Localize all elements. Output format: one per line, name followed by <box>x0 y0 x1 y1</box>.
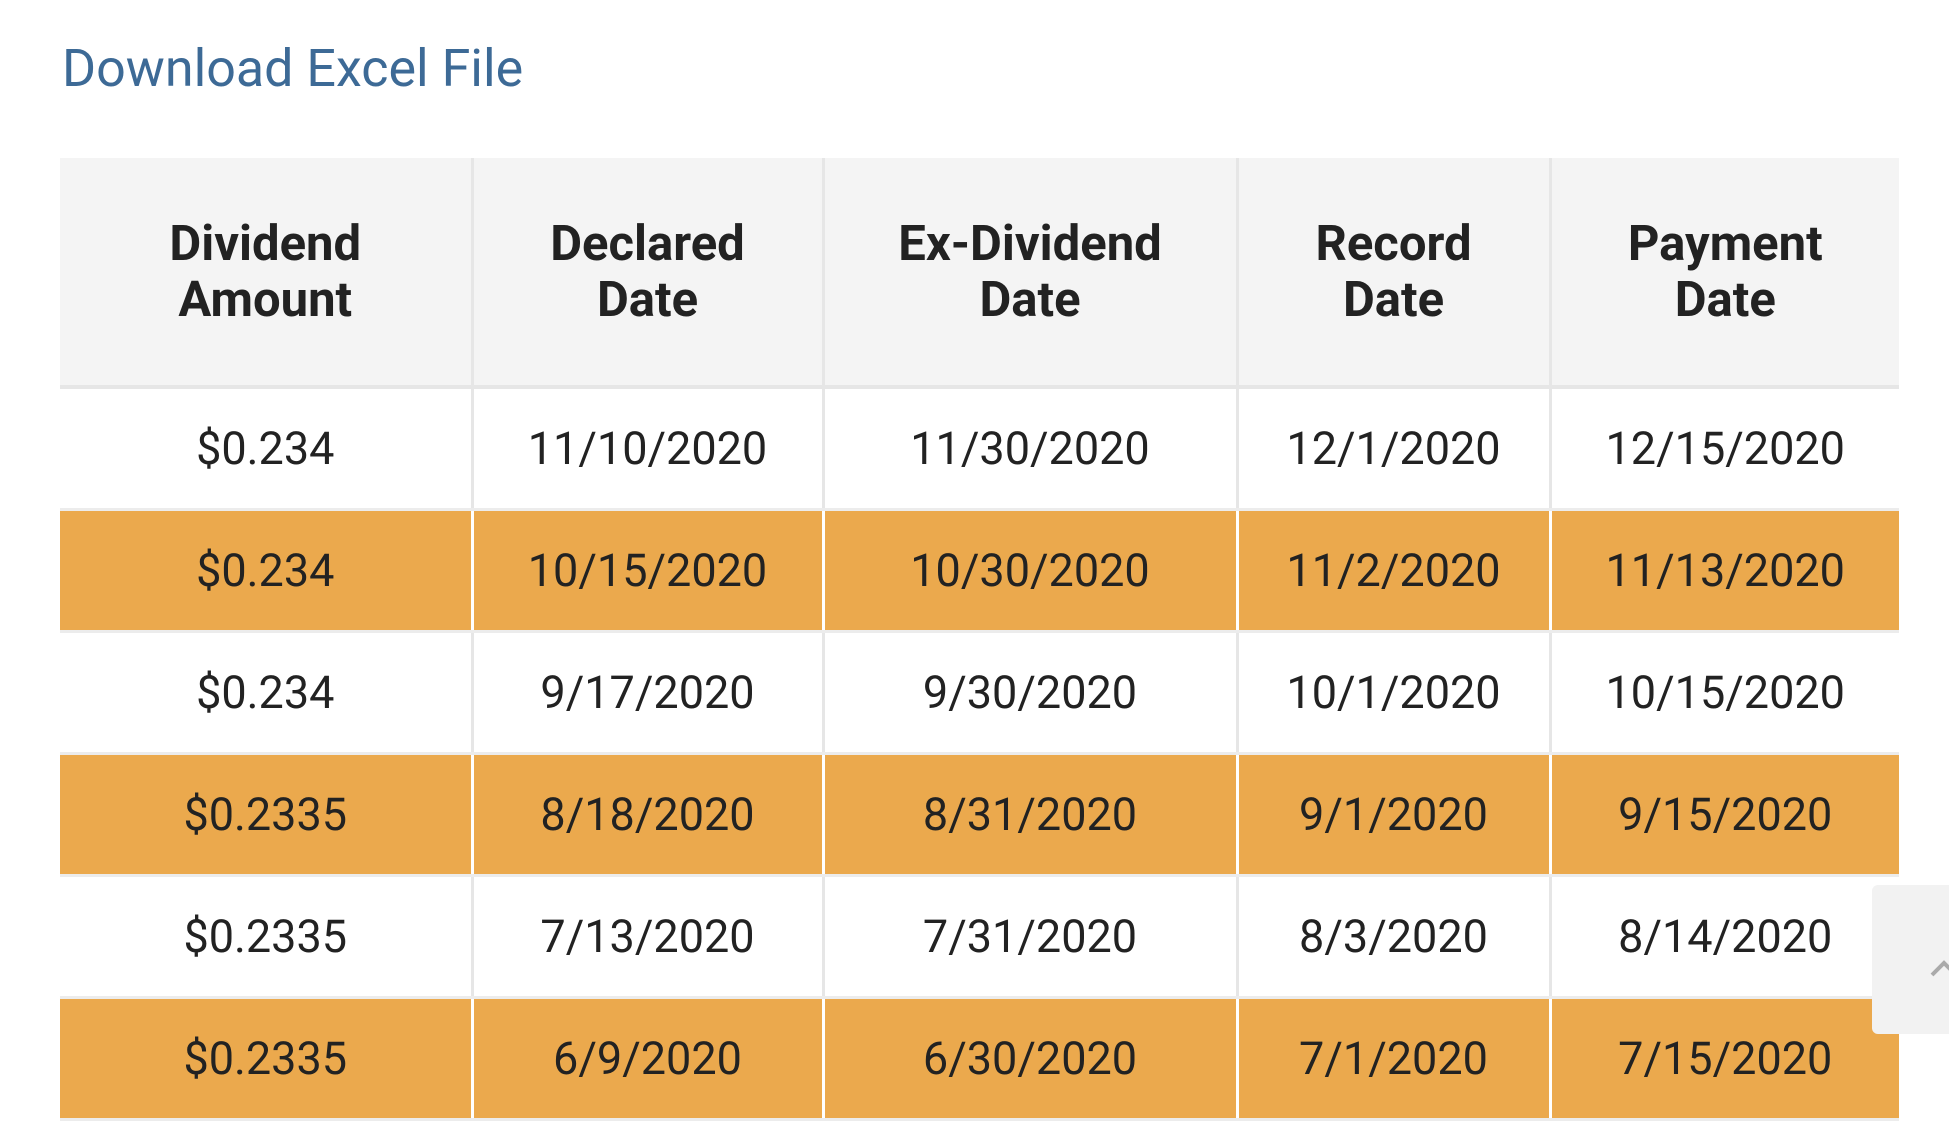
table-cell: 9/1/2020 <box>1235 753 1552 877</box>
table-cell: 8/14/2020 <box>1548 875 1899 999</box>
header-cell: Dividend Amount <box>60 158 474 389</box>
table-cell: 11/2/2020 <box>1235 509 1552 633</box>
header-line: Date <box>1342 270 1445 328</box>
table-cell: 6/30/2020 <box>821 997 1239 1121</box>
header-line: Ex-Dividend <box>898 214 1162 272</box>
table-cell: 6/9/2020 <box>470 997 825 1121</box>
header-line: Date <box>1674 270 1776 328</box>
header-line: Amount <box>178 270 353 328</box>
header-row: Dividend Amount Declared Date Ex-Dividend Dat… <box>60 158 1899 389</box>
table-cell: 12/15/2020 <box>1548 387 1899 511</box>
table-cell: 10/15/2020 <box>1548 631 1899 755</box>
table-row: $0.2335 6/9/2020 6/30/2020 7/1/2020 7/15/202… <box>60 997 1899 1121</box>
header-line: Dividend <box>169 214 362 272</box>
table-cell: $0.2335 <box>60 753 474 877</box>
header-cell: Payment Date <box>1548 158 1899 389</box>
scroll-top-button[interactable] <box>1872 885 1949 1034</box>
table-cell: 11/30/2020 <box>821 387 1239 511</box>
table-cell: 7/13/2020 <box>470 875 825 999</box>
table-cell: $0.234 <box>60 387 474 511</box>
header-cell: Ex-Dividend Date <box>821 158 1239 389</box>
table-cell: 8/18/2020 <box>470 753 825 877</box>
dividend-table: Dividend Amount Declared Date Ex-Dividend Dat… <box>60 158 1899 1121</box>
table-row: $0.234 11/10/2020 11/30/2020 12/1/2020 12/15… <box>60 387 1899 511</box>
header-line: Declared <box>550 214 745 272</box>
table-row: $0.234 10/15/2020 10/30/2020 11/2/2020 11/13… <box>60 509 1899 633</box>
table-cell: 12/1/2020 <box>1235 387 1552 511</box>
table-cell: 11/10/2020 <box>470 387 825 511</box>
table-cell: 10/15/2020 <box>470 509 825 633</box>
table-cell: $0.2335 <box>60 875 474 999</box>
table-cell: 8/31/2020 <box>821 753 1239 877</box>
table-cell: 10/30/2020 <box>821 509 1239 633</box>
table-cell: $0.2335 <box>60 997 474 1121</box>
table-row: $0.2335 8/18/2020 8/31/2020 9/1/2020 9/15/20… <box>60 753 1899 877</box>
table-cell: $0.234 <box>60 509 474 633</box>
table-cell: 7/1/2020 <box>1235 997 1552 1121</box>
header-line: Payment <box>1627 214 1823 272</box>
header-cell: Record Date <box>1235 158 1552 389</box>
table-cell: 11/13/2020 <box>1548 509 1899 633</box>
table-cell: 9/30/2020 <box>821 631 1239 755</box>
download-link[interactable]: Download Excel File <box>62 38 524 99</box>
table-cell: 7/31/2020 <box>821 875 1239 999</box>
chevron-icon <box>1930 960 1949 977</box>
header-cell: Declared Date <box>470 158 825 389</box>
table-row: $0.2335 7/13/2020 7/31/2020 8/3/2020 8/14/20… <box>60 875 1899 999</box>
header-line: Date <box>596 270 699 328</box>
table-cell: 9/17/2020 <box>470 631 825 755</box>
table-cell: 10/1/2020 <box>1235 631 1552 755</box>
header-line: Date <box>979 270 1081 328</box>
table-cell: $0.234 <box>60 631 474 755</box>
table-cell: 9/15/2020 <box>1548 753 1899 877</box>
header-line: Record <box>1315 214 1472 272</box>
table-row: $0.234 9/17/2020 9/30/2020 10/1/2020 10/15/2… <box>60 631 1899 755</box>
table-body: $0.234 11/10/2020 11/30/2020 12/1/2020 12/15… <box>60 387 1899 1121</box>
table-cell: 8/3/2020 <box>1235 875 1552 999</box>
table-cell: 7/15/2020 <box>1548 997 1899 1121</box>
